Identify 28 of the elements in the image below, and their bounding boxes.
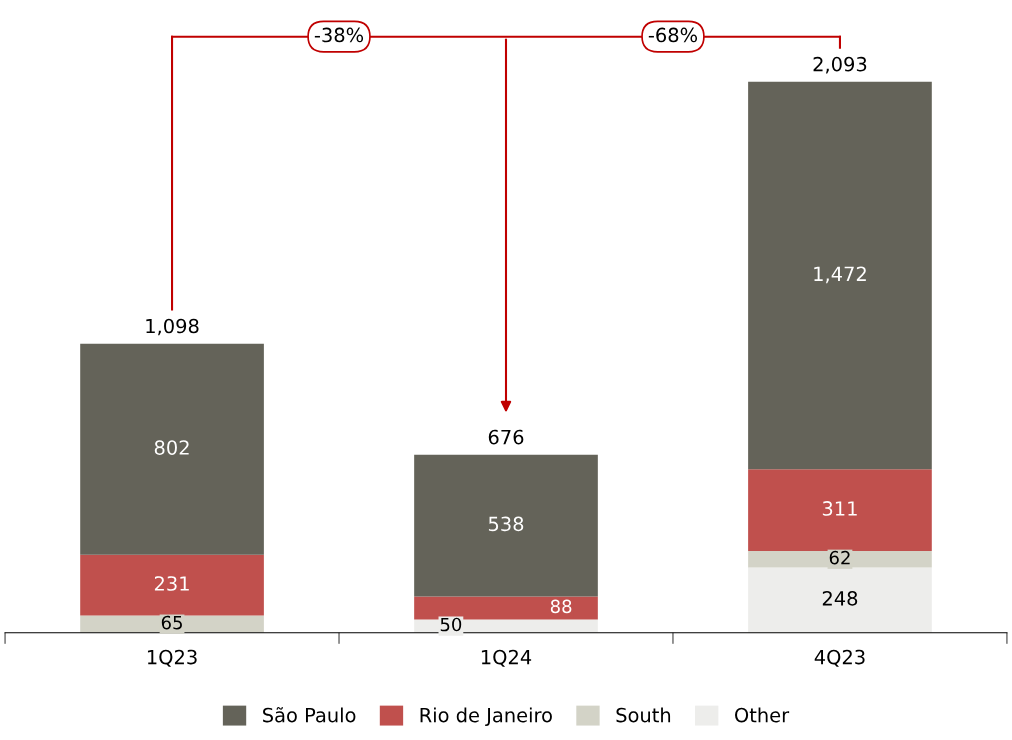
x-tick-label: 1Q24 — [481, 649, 532, 667]
legend-label: São Paulo — [263, 707, 356, 723]
legend-label: Other — [735, 707, 790, 723]
data-label: 802 — [154, 440, 189, 455]
bar — [414, 454, 598, 597]
total-label: 1,098 — [146, 318, 199, 336]
bar — [80, 554, 264, 616]
data-label: 538 — [488, 516, 524, 532]
data-label: 248 — [822, 591, 858, 606]
data-label: 1,472 — [814, 266, 866, 284]
bar — [748, 567, 932, 633]
text: -38% — [314, 27, 364, 43]
legend-label: Rio de Janeiro — [420, 707, 552, 727]
total-label: 676 — [488, 429, 524, 445]
total-label: 2,093 — [813, 56, 867, 74]
data-label: 88 — [550, 599, 572, 614]
text: -68% — [648, 27, 698, 43]
legend-label: South — [616, 707, 671, 723]
x-tick-label: 4Q23 — [814, 649, 865, 667]
bar — [748, 469, 932, 552]
data-label: 65 — [161, 615, 182, 630]
data-label: 62 — [829, 550, 850, 565]
bar — [748, 81, 932, 470]
x-tick-label: 1Q23 — [147, 649, 197, 667]
data-label: 311 — [822, 501, 857, 516]
data-label: 50 — [440, 617, 462, 632]
bar — [80, 343, 264, 555]
data-label: 231 — [154, 576, 189, 591]
